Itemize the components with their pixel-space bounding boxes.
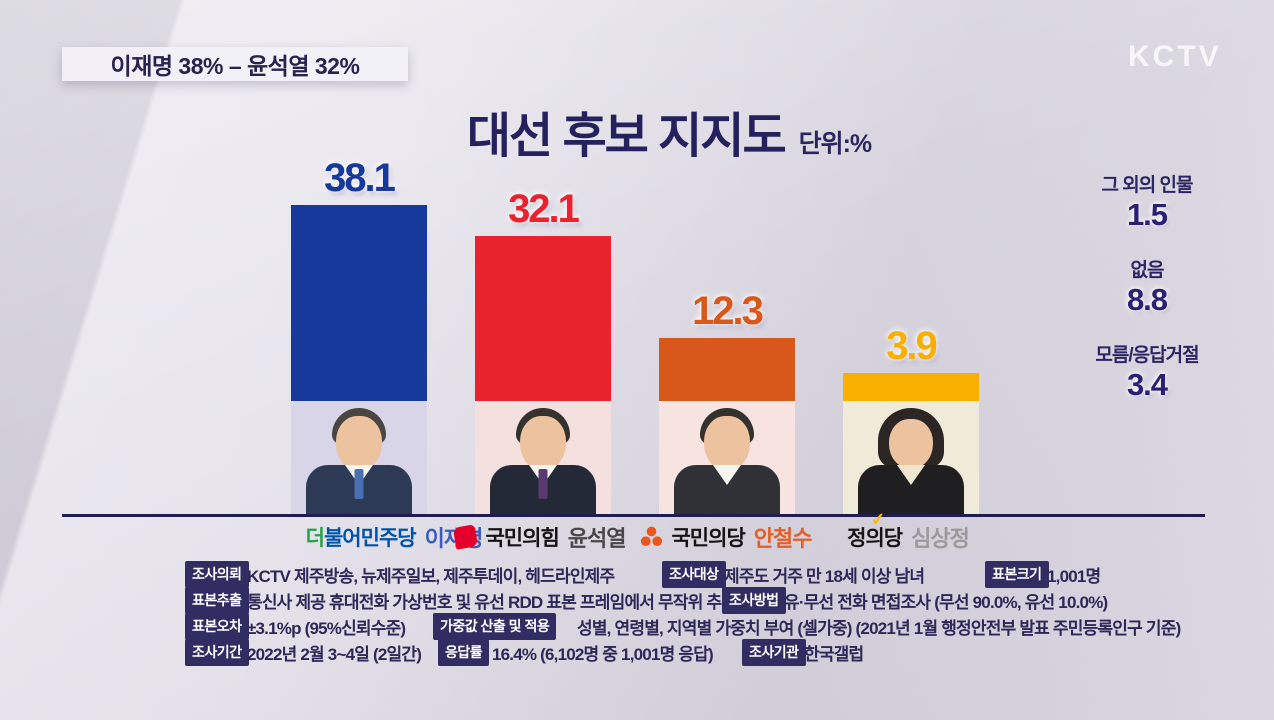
- bar-simsangjung: [843, 373, 979, 401]
- meta-text-inquiry: KCTV 제주방송, 뉴제주일보, 제주투데이, 헤드라인제주: [247, 567, 615, 586]
- candidate-photo-leejaemyung: [291, 401, 427, 514]
- other-responses-panel: 그 외의 인물 1.5 없음 8.8 모름/응답거절 3.4: [1057, 170, 1237, 425]
- meta-text-period: 2022년 2월 3~4일 (2일간): [247, 645, 422, 664]
- meta-row-3: 표본오차 ±3.1%p (95%신뢰수준) 가중값 산출 및 적용 성별, 연령…: [0, 613, 1274, 640]
- party-name: 국민의힘: [485, 527, 559, 550]
- other-value: 8.8: [1126, 282, 1168, 317]
- party-name: 정의당: [847, 527, 903, 550]
- party-wordmark-democratic: 더불어민주당: [305, 527, 417, 550]
- party-name: 국민의당: [671, 527, 745, 550]
- other-item: 모름/응답거절 3.4: [1057, 340, 1237, 403]
- other-label: 모름/응답거절: [1095, 345, 1199, 366]
- meta-badge-period: 조사기간: [185, 639, 249, 666]
- bar-value-label: 12.3: [692, 288, 764, 333]
- meta-text-agency: 한국갤럽: [804, 645, 864, 664]
- candidate-photo-ahncheolsoo: [659, 401, 795, 514]
- other-value: 3.4: [1126, 367, 1168, 402]
- other-item: 그 외의 인물 1.5: [1057, 170, 1237, 233]
- candidate-label-row: 더불어민주당 이재명 국민의힘 윤석열 국민의당 안철수 ✔ 정의당 심상정: [0, 509, 1274, 557]
- meta-badge-method: 조사방법: [722, 587, 786, 614]
- meta-text-method: 유·무선 전화 면접조사 (무선 90.0%, 유선 10.0%): [784, 593, 1108, 612]
- bar-ahncheolsoo: [659, 337, 795, 401]
- bar-value-label: 32.1: [508, 187, 580, 232]
- other-label: 없음: [1130, 260, 1165, 281]
- meta-row-4: 조사기간 2022년 2월 3~4일 (2일간) 응답률 16.4% (6,10…: [0, 639, 1274, 666]
- meta-row-1: 조사의뢰 KCTV 제주방송, 뉴제주일보, 제주투데이, 헤드라인제주 조사대…: [0, 561, 1274, 588]
- meta-badge-target: 조사대상: [662, 561, 726, 588]
- label-group-ahncheolsoo: 국민의당 안철수: [640, 521, 813, 553]
- meta-badge-error: 표본오차: [185, 613, 249, 640]
- meta-row-2: 표본추출 통신사 제공 휴대전화 가상번호 및 유선 RDD 표본 프레임에서 …: [0, 587, 1274, 614]
- candidate-photo-yoonsukyeol: [475, 401, 611, 514]
- meta-badge-sample-size: 표본크기: [985, 561, 1049, 588]
- other-label: 그 외의 인물: [1101, 175, 1194, 196]
- other-value: 1.5: [1126, 197, 1168, 232]
- justice-party-wordmark: ✔ 정의당: [847, 509, 903, 552]
- candidate-name: 심상정: [911, 526, 970, 551]
- meta-badge-agency: 조사기관: [742, 639, 806, 666]
- label-group-simsangjung: ✔ 정의당 심상정: [847, 509, 970, 553]
- unit-label: 단위:%: [798, 130, 873, 158]
- other-item: 없음 8.8: [1057, 255, 1237, 318]
- bar-value-label: 38.1: [324, 156, 396, 201]
- candidate-name: 안철수: [753, 526, 813, 551]
- meta-badge-sampling: 표본추출: [185, 587, 249, 614]
- meta-badge-inquiry: 조사의뢰: [185, 561, 249, 588]
- chart-baseline: [62, 514, 1205, 517]
- candidate-name: 윤석열: [567, 526, 627, 551]
- bar-yoonsukyeol: [475, 236, 611, 401]
- headline-ticker: 이재명 38% – 윤석열 32%: [62, 47, 408, 81]
- meta-text-weighting: 성별, 연령별, 지역별 가중치 부여 (셀가중) (2021년 1월 행정안전…: [577, 619, 1181, 638]
- meta-text-response: 16.4% (6,102명 중 1,001명 응답): [492, 645, 714, 664]
- bar-leejaemyung: [291, 205, 427, 401]
- peoples-party-logo-icon: [640, 526, 663, 547]
- meta-text-error: ±3.1%p (95%신뢰수준): [247, 619, 406, 638]
- meta-badge-response: 응답률: [438, 639, 490, 666]
- headline-text: 이재명 38% – 윤석열 32%: [110, 53, 360, 79]
- meta-text-sample-size: 1,001명: [1047, 567, 1101, 586]
- candidate-photo-simsangjung: [843, 401, 979, 514]
- chart-title-area: 대선 후보 지지도 단위:%: [0, 96, 1274, 166]
- meta-badge-weighting: 가중값 산출 및 적용: [433, 613, 557, 640]
- kctv-logo: KCTV: [1128, 40, 1222, 73]
- page-title: 대선 후보 지지도: [466, 110, 787, 163]
- label-group-yoonsukyeol: 국민의힘 윤석열: [452, 521, 627, 553]
- meta-text-sampling: 통신사 제공 휴대전화 가상번호 및 유선 RDD 표본 프레임에서 무작위 추…: [247, 593, 737, 612]
- meta-text-target: 제주도 거주 만 18세 이상 남녀: [724, 567, 925, 586]
- bar-value-label: 3.9: [886, 324, 938, 368]
